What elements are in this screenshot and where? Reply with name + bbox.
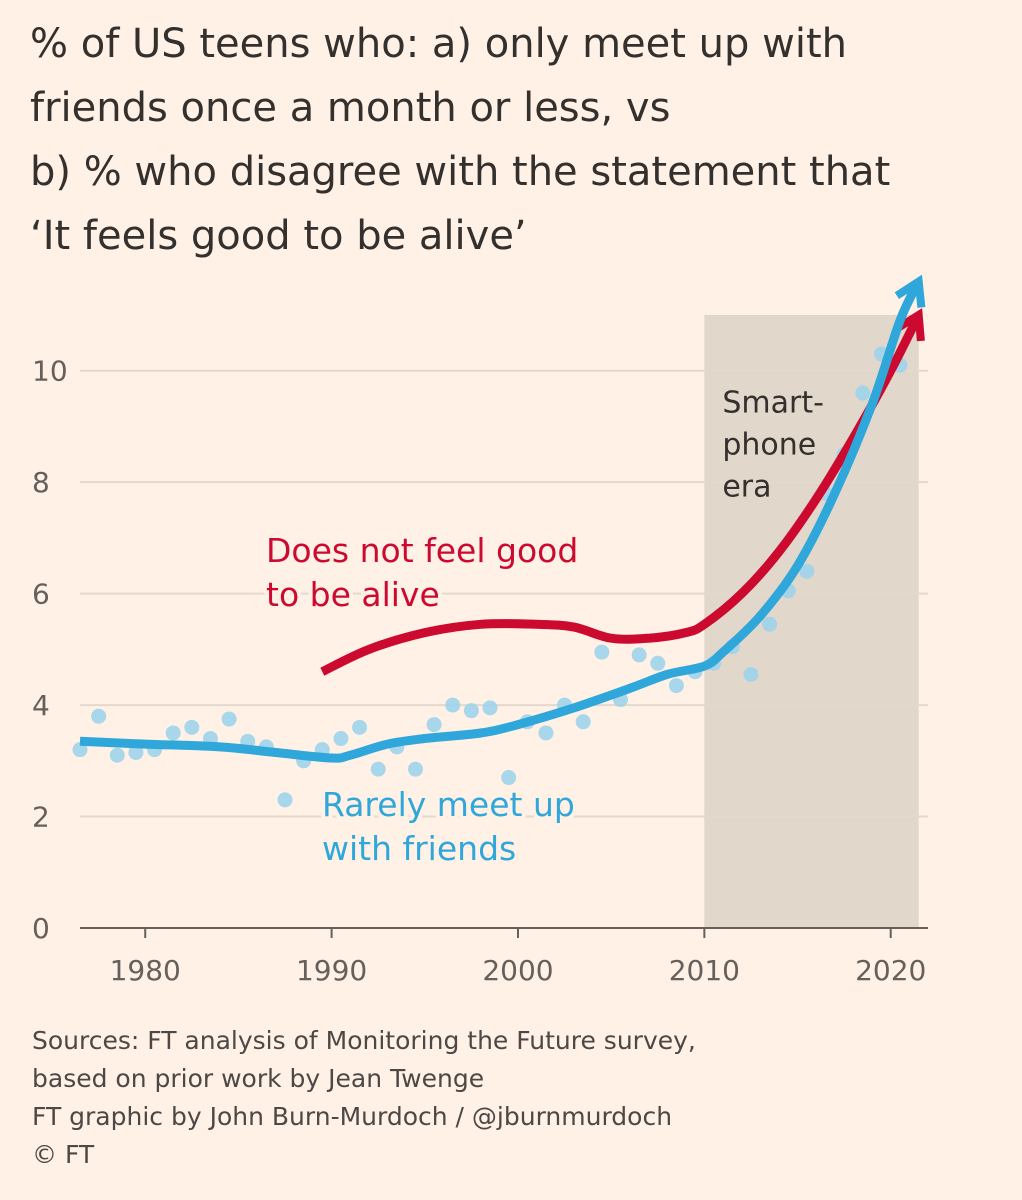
red-series-label: Does not feel good to be alive — [266, 531, 578, 614]
not-feel-good-line — [320, 312, 923, 676]
chart-title: % of US teens who: a) only meet up with … — [30, 12, 1000, 268]
data-point-dot — [594, 644, 610, 660]
data-point-dot — [799, 563, 815, 579]
data-point-dot — [109, 747, 125, 763]
x-tick-label: 2010 — [669, 954, 740, 987]
data-point-dot — [352, 719, 368, 735]
x-tick-label: 1990 — [296, 954, 367, 987]
data-point-dot — [762, 616, 778, 632]
smartphone-era-label-line: phone — [722, 428, 816, 463]
source-line: FT graphic by John Burn-Murdoch / @jburn… — [32, 1102, 673, 1131]
smartphone-era-label: Smart-phone era — [722, 386, 824, 505]
data-point-dot — [165, 725, 181, 741]
blue-series-label-line: Rarely meet up — [322, 785, 575, 824]
smartphone-era-label-line: Smart- — [722, 386, 824, 421]
red-series-label-line: Does not feel good — [266, 531, 578, 570]
data-point-dot — [426, 717, 442, 733]
data-point-dot — [128, 744, 144, 760]
lines-layer — [79, 274, 926, 763]
x-tick-label: 2020 — [855, 954, 926, 987]
y-tick-label: 8 — [32, 466, 50, 499]
data-point-dot — [407, 761, 423, 777]
not-feel-good-arrowhead — [894, 308, 925, 342]
data-point-dot — [575, 714, 591, 730]
data-point-dot — [277, 792, 293, 808]
data-point-dot — [370, 761, 386, 777]
data-point-dot — [445, 697, 461, 713]
line-chart: 0 2 4 6 8 10 1980 1990 2000 2010 2020 Smart-phone e… — [32, 274, 928, 987]
copyright: © FT — [32, 1140, 95, 1169]
source-line: Sources: FT analysis of Monitoring the F… — [32, 1026, 696, 1055]
rarely-meet-friends-arrowhead — [894, 274, 926, 308]
labels-layer: Smart-phone era Does not feel good to be al… — [262, 386, 824, 872]
data-point-dot — [650, 655, 666, 671]
sources-note: Sources: FT analysis of Monitoring the F… — [32, 1022, 992, 1174]
title-line: ‘It feels good to be alive’ — [30, 213, 527, 259]
data-point-dot — [668, 678, 684, 694]
data-point-dot — [855, 385, 871, 401]
blue-series-label: Rarely meet up with friends — [322, 785, 575, 868]
red-series-label-line: to be alive — [266, 575, 440, 614]
data-point-dot — [221, 711, 237, 727]
data-point-dot — [463, 703, 479, 719]
data-point-dot — [184, 719, 200, 735]
y-tick-label: 10 — [32, 355, 68, 388]
data-point-dot — [631, 647, 647, 663]
smartphone-era-shade — [704, 315, 919, 928]
data-point-dot — [538, 725, 554, 741]
source-line: based on prior work by Jean Twenge — [32, 1064, 485, 1093]
x-tick-label: 2000 — [482, 954, 553, 987]
title-line: friends once a month or less, vs — [30, 85, 671, 131]
x-tick-label: 1980 — [110, 954, 181, 987]
y-tick-label: 0 — [32, 912, 50, 945]
y-tick-label: 6 — [32, 578, 50, 611]
y-tick-label: 2 — [32, 801, 50, 834]
data-point-dot — [91, 708, 107, 724]
data-point-dot — [501, 770, 517, 786]
title-line: % of US teens who: a) only meet up with — [30, 21, 847, 67]
smartphone-era-label-line: era — [722, 470, 771, 505]
rarely-meet-friends-line — [79, 279, 923, 763]
title-line: b) % who disagree with the statement tha… — [30, 149, 891, 195]
blue-series-label-line: with friends — [322, 829, 516, 868]
data-point-dot — [743, 666, 759, 682]
y-tick-label: 4 — [32, 689, 50, 722]
data-point-dot — [482, 700, 498, 716]
data-point-dot — [333, 731, 349, 747]
shade-layer — [704, 315, 919, 928]
